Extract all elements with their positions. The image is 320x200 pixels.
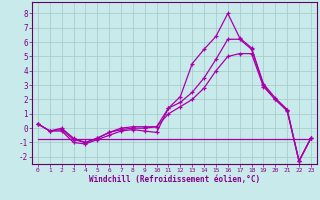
X-axis label: Windchill (Refroidissement éolien,°C): Windchill (Refroidissement éolien,°C) <box>89 175 260 184</box>
